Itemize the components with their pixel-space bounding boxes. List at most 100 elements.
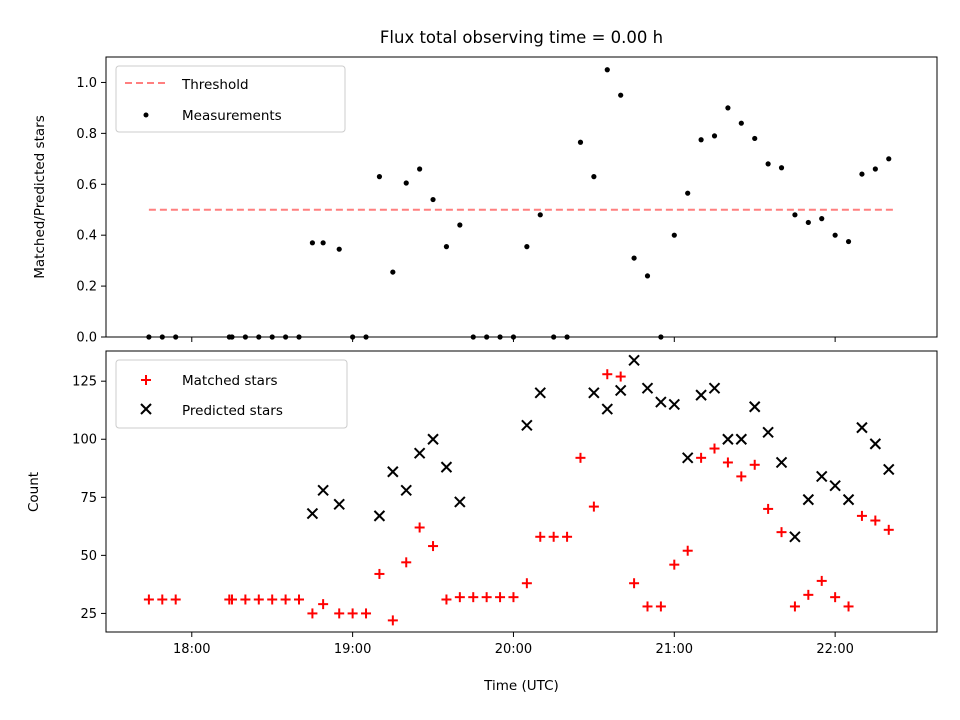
- matched-star-point: [602, 369, 613, 380]
- matched-star-point: [789, 601, 800, 612]
- measurement-point: [320, 240, 326, 246]
- measurement-point: [671, 232, 677, 238]
- top-legend: Threshold Measurements: [115, 65, 346, 133]
- matched-star-point: [655, 601, 666, 612]
- predicted-star-point: [655, 396, 667, 408]
- matched-star-point: [615, 371, 626, 382]
- measurement-point: [832, 232, 838, 238]
- matched-star-point: [521, 578, 532, 589]
- top-x-ticks: [191, 337, 836, 342]
- matched-star-point: [401, 557, 412, 568]
- matched-star-point: [776, 527, 787, 538]
- matched-star-point: [763, 503, 774, 514]
- matched-star-point: [143, 594, 154, 605]
- matched-star-point: [441, 594, 452, 605]
- matched-star-point: [736, 471, 747, 482]
- predicted-star-point: [789, 531, 801, 543]
- x-tick-label: 18:00: [173, 642, 210, 657]
- measurement-point: [376, 174, 383, 180]
- predicted-star-point: [749, 401, 761, 413]
- legend-matched-label: Matched stars: [182, 373, 278, 389]
- bottom-x-axis: 18:00 19:00 20:00 21:00 22:00: [173, 632, 854, 657]
- matched-star-point: [642, 601, 653, 612]
- measurement-point: [618, 92, 624, 98]
- measurement-point: [819, 216, 825, 222]
- matched-star-point: [318, 599, 329, 610]
- predicted-star-point: [614, 384, 627, 397]
- matched-star-point: [253, 594, 264, 605]
- legend-matched-swatch: [141, 375, 151, 385]
- predicted-star-point: [601, 403, 613, 415]
- matched-star-point: [226, 594, 237, 605]
- predicted-star-point: [333, 498, 345, 510]
- matched-star-point: [562, 531, 573, 542]
- matched-star-point: [856, 510, 867, 521]
- measurement-point: [698, 137, 704, 143]
- legend-predicted-swatch: [140, 403, 152, 415]
- measurement-point: [859, 171, 865, 177]
- matched-star-point: [749, 459, 760, 470]
- legend-threshold-label: Threshold: [181, 77, 249, 93]
- matched-star-point: [334, 608, 345, 619]
- predicted-star-point: [317, 484, 329, 497]
- matched-star-point: [495, 592, 506, 603]
- top-axes-frame: [105, 56, 938, 338]
- matched-star-point: [669, 559, 680, 570]
- predicted-star-point: [373, 510, 386, 522]
- matched-star-point: [374, 568, 385, 579]
- bottom-y-tick-label: 125: [72, 375, 97, 390]
- top-y-axis-label: Matched/Predicted stars: [32, 115, 48, 278]
- predicted-star-point: [387, 466, 399, 478]
- bottom-y-tick-label: 75: [80, 491, 97, 506]
- predicted-star-point: [735, 433, 748, 445]
- measurement-point: [872, 166, 878, 172]
- predicted-star-point: [534, 387, 546, 399]
- measurement-point: [685, 190, 691, 196]
- x-tick-label: 22:00: [816, 642, 853, 657]
- top-y-axis: 0.0 0.2 0.4 0.6 0.8 1.0: [76, 76, 106, 346]
- predicted-star-point: [413, 447, 426, 459]
- legend-predicted-label: Predicted stars: [182, 403, 283, 419]
- matched-star-point: [454, 592, 465, 603]
- x-axis-label: Time (UTC): [483, 678, 559, 694]
- measurement-point: [752, 135, 758, 142]
- top-y-tick-label: 0.2: [76, 280, 97, 295]
- predicted-star-point: [708, 382, 721, 394]
- predicted-star-point: [775, 456, 788, 469]
- measurement-point: [390, 269, 396, 275]
- matched-star-point: [347, 608, 358, 619]
- predicted-star-point: [521, 419, 533, 432]
- top-y-tick-label: 1.0: [76, 76, 97, 91]
- bottom-legend: Matched stars Predicted stars: [115, 359, 348, 429]
- chart-title: Flux total observing time = 0.00 h: [380, 28, 663, 47]
- predicted-star-point: [400, 484, 412, 497]
- x-tick-label: 20:00: [495, 642, 532, 657]
- measurement-point: [725, 105, 731, 111]
- measurement-point: [524, 244, 530, 250]
- matched-star-point: [883, 524, 894, 535]
- matched-star-point: [240, 594, 251, 605]
- matched-star-point: [682, 545, 693, 556]
- measurement-point: [309, 240, 316, 246]
- measurement-point: [604, 67, 610, 73]
- predicted-star-point: [762, 426, 774, 438]
- matched-star-point: [428, 541, 439, 552]
- x-tick-label: 19:00: [334, 642, 371, 657]
- top-y-tick-label: 0.0: [76, 331, 97, 346]
- matched-star-point: [830, 592, 841, 603]
- predicted-star-point: [802, 493, 815, 506]
- bottom-panel: 25 50 75 100 125 18:00 19:00 20:00 21:00 22:00 C…: [26, 350, 938, 694]
- bottom-y-tick-label: 100: [72, 433, 97, 448]
- matched-star-point: [170, 594, 181, 605]
- top-y-tick-label: 0.6: [76, 178, 97, 193]
- legend-measurements-swatch: [143, 112, 149, 118]
- predicted-star-point: [869, 438, 882, 450]
- matched-star-point: [803, 589, 814, 600]
- matched-star-point: [816, 575, 827, 586]
- measurement-point: [591, 174, 597, 180]
- measurement-point: [778, 165, 785, 171]
- x-tick-label: 21:00: [656, 642, 693, 657]
- measurement-point: [443, 244, 450, 250]
- measurement-point: [711, 133, 718, 139]
